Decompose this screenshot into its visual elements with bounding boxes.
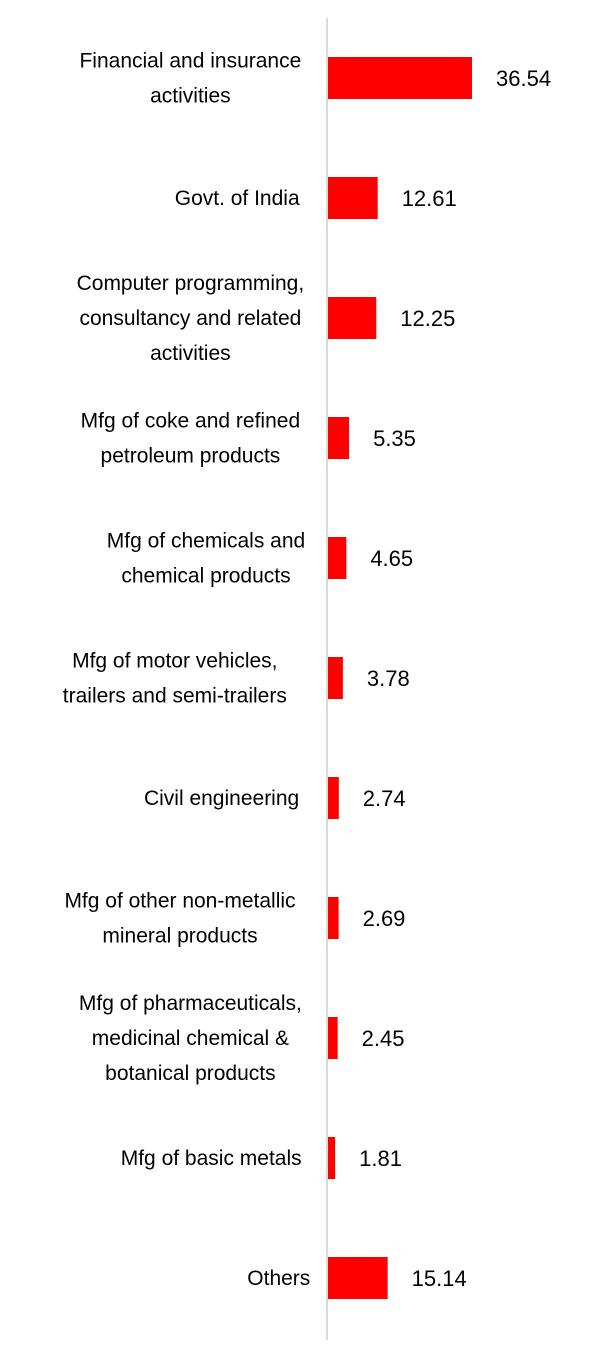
- bar-3: [328, 297, 377, 339]
- category-label-line: Mfg of motor vehicles,: [72, 650, 277, 673]
- category-label-9: Mfg of pharmaceuticals, medicinal chemica…: [79, 992, 302, 1085]
- category-label-2: Govt. of India: [175, 187, 300, 210]
- category-label-line: Mfg of chemicals and: [107, 530, 305, 553]
- category-label-line: Mfg of other non-metallic: [64, 890, 295, 913]
- value-label-2: 12.61: [402, 186, 457, 211]
- category-label-line: Others: [247, 1267, 310, 1290]
- category-labels-group: Financial and insurance activities Govt. o…: [63, 50, 311, 1291]
- category-label-4: Mfg of coke and refined petroleum product…: [81, 410, 300, 468]
- value-labels-group: 36.54 12.61 12.25 5.35 4.65 3.78 2.74 2.69 2.45 1…: [359, 66, 551, 1291]
- value-label-11: 15.14: [412, 1266, 467, 1291]
- value-label-6: 3.78: [367, 666, 410, 691]
- bar-2: [328, 177, 378, 219]
- value-label-1: 36.54: [496, 66, 551, 91]
- bar-7: [328, 777, 339, 819]
- category-label-line: mineral products: [102, 925, 257, 948]
- bar-4: [328, 417, 350, 459]
- category-label-line: Mfg of basic metals: [121, 1147, 302, 1170]
- bar-10: [328, 1137, 336, 1179]
- value-label-7: 2.74: [363, 786, 406, 811]
- category-label-3: Computer programming, consultancy and rel…: [77, 272, 305, 365]
- category-label-line: consultancy and related: [79, 307, 301, 330]
- category-label-line: chemical products: [121, 565, 290, 588]
- category-label-10: Mfg of basic metals: [121, 1147, 302, 1170]
- value-label-8: 2.69: [363, 906, 406, 931]
- category-label-7: Civil engineering: [144, 787, 299, 810]
- category-label-line: Mfg of pharmaceuticals,: [79, 992, 302, 1015]
- category-label-line: medicinal chemical &: [92, 1027, 289, 1050]
- value-label-9: 2.45: [362, 1026, 405, 1051]
- category-label-11: Others: [247, 1267, 310, 1290]
- category-label-1: Financial and insurance activities: [79, 50, 301, 108]
- bar-9: [328, 1017, 338, 1059]
- category-label-line: Mfg of coke and refined: [81, 410, 300, 433]
- bar-1: [328, 57, 472, 99]
- category-label-line: trailers and semi-trailers: [63, 685, 287, 708]
- bars-group: [328, 57, 472, 1299]
- category-label-5: Mfg of chemicals and chemical products: [107, 530, 305, 588]
- category-label-line: Govt. of India: [175, 187, 300, 210]
- category-label-line: Computer programming,: [77, 272, 305, 295]
- category-label-line: activities: [150, 85, 231, 108]
- category-label-line: Civil engineering: [144, 787, 299, 810]
- bar-6: [328, 657, 343, 699]
- value-label-10: 1.81: [359, 1146, 402, 1171]
- category-label-8: Mfg of other non-metallic mineral product…: [64, 890, 295, 948]
- category-label-line: Financial and insurance: [79, 50, 301, 73]
- bar-5: [328, 537, 347, 579]
- category-label-line: petroleum products: [101, 445, 281, 468]
- category-label-line: botanical products: [105, 1062, 275, 1085]
- bar-8: [328, 897, 339, 939]
- value-label-3: 12.25: [400, 306, 455, 331]
- category-label-line: activities: [150, 342, 231, 365]
- bar-11: [328, 1257, 388, 1299]
- value-label-4: 5.35: [373, 426, 416, 451]
- category-label-6: Mfg of motor vehicles, trailers and semi-…: [63, 650, 287, 708]
- value-label-5: 4.65: [370, 546, 413, 571]
